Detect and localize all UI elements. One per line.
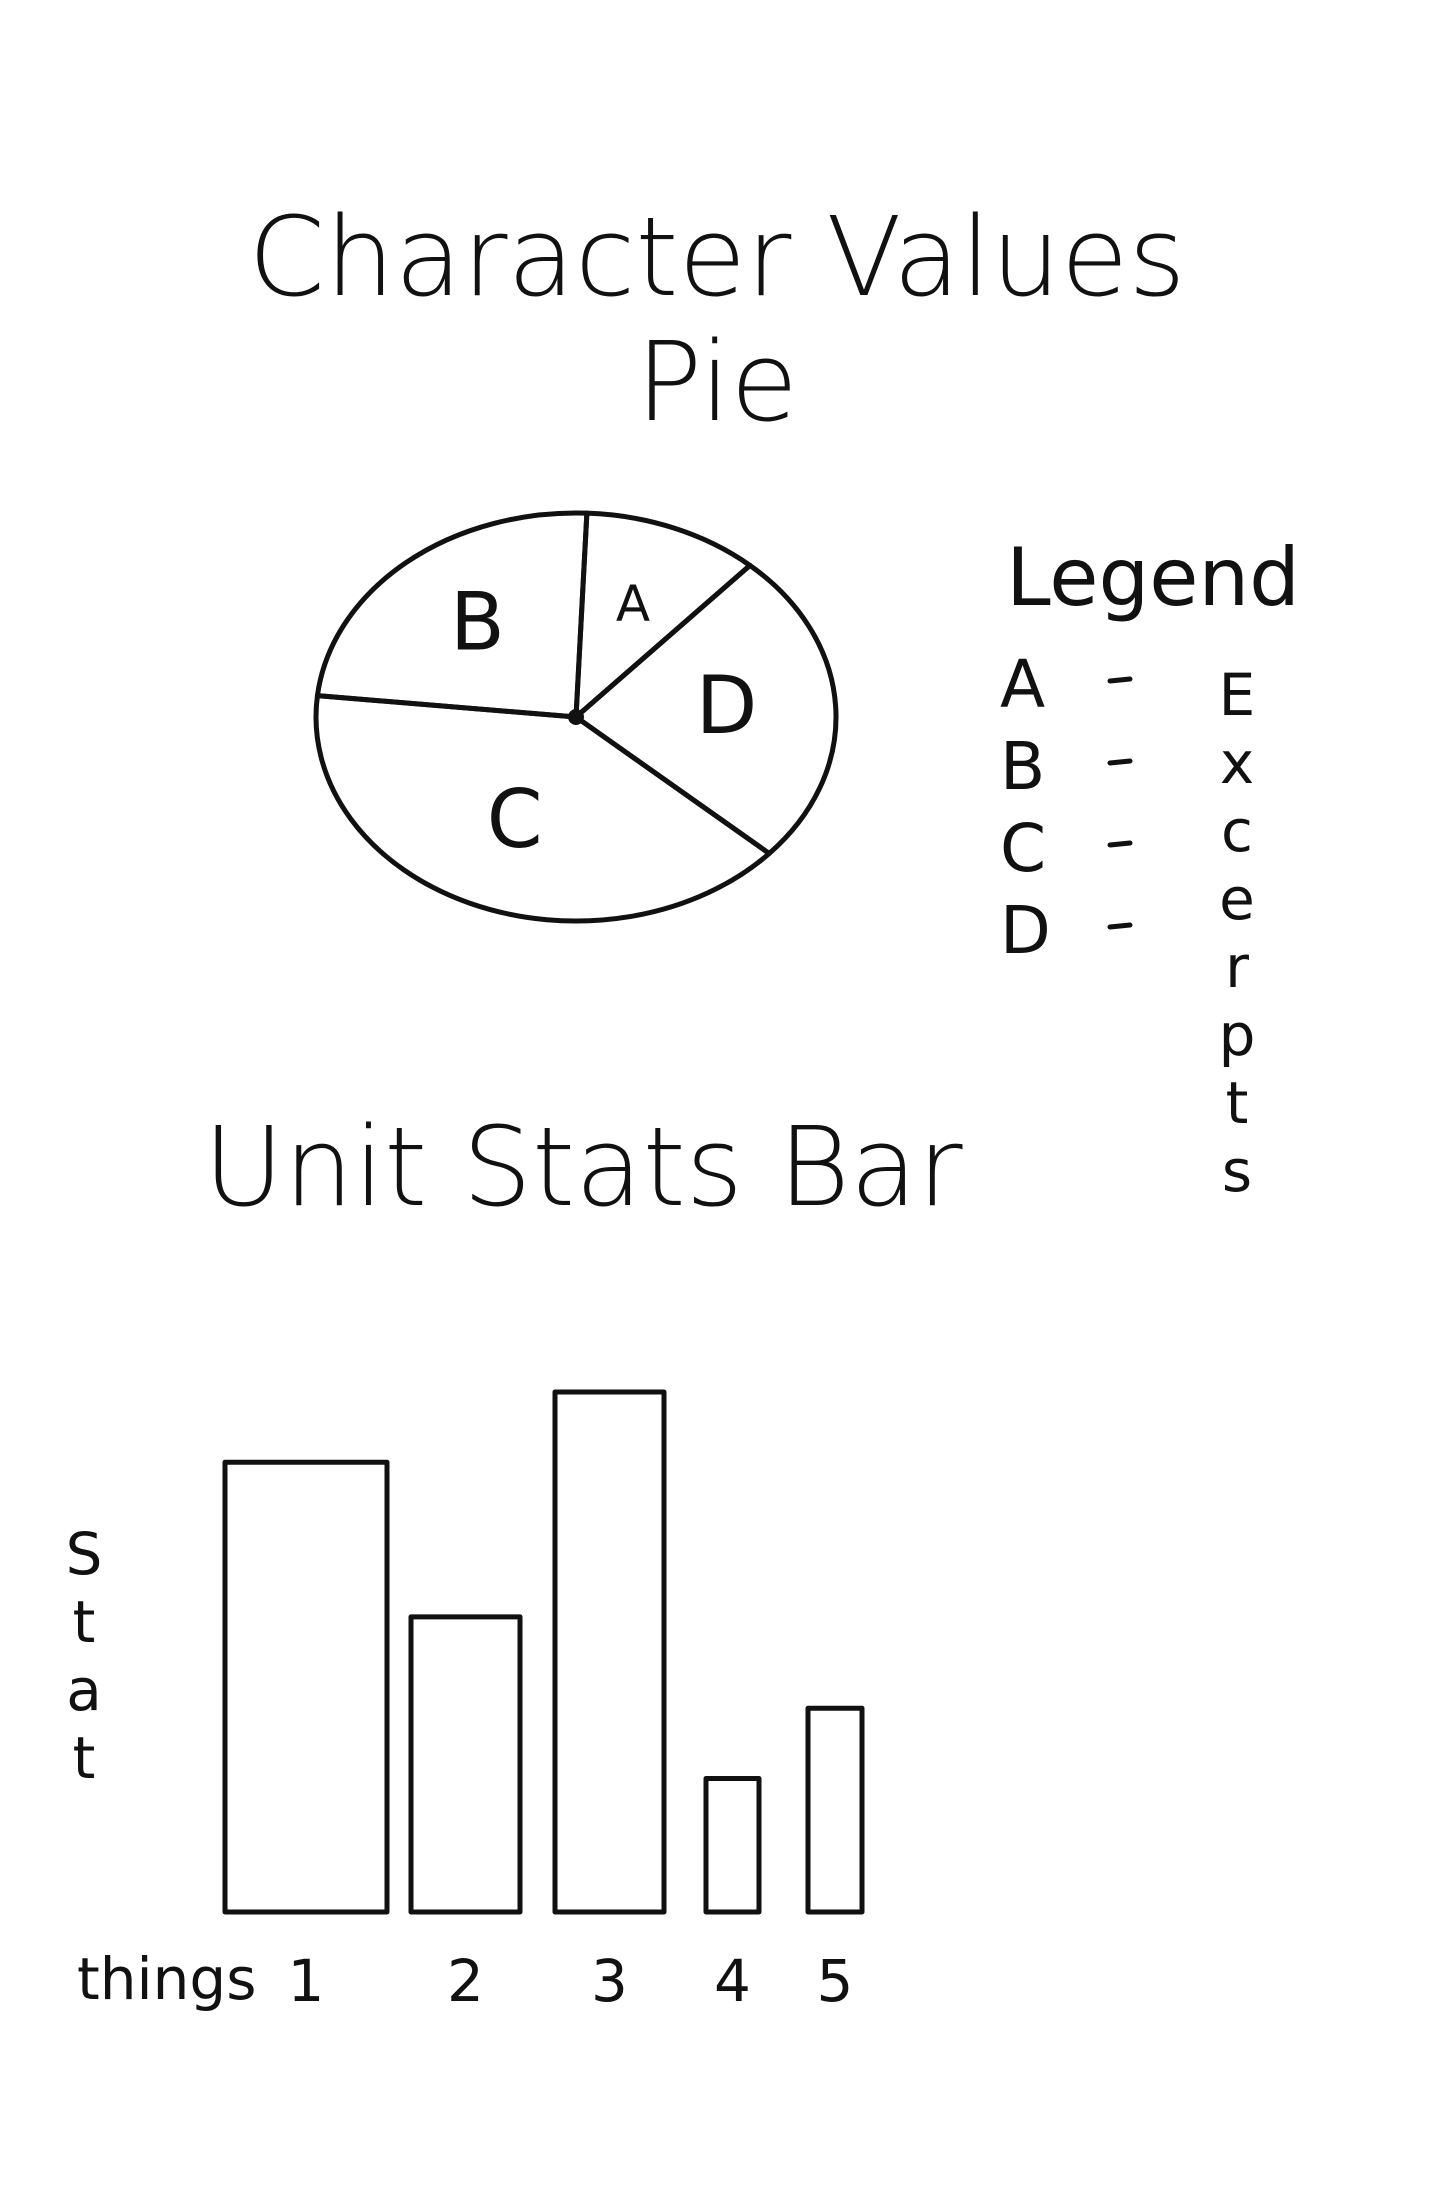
- bar-title: Unit Stats Bar: [203, 1103, 963, 1231]
- legend-label: Excerpts: [1203, 661, 1271, 1205]
- legend-label: B: [1000, 728, 1045, 805]
- bar: [703, 1775, 762, 1915]
- bar: [222, 1459, 390, 1915]
- pie-slice: [573, 510, 753, 720]
- bar: [805, 1705, 865, 1915]
- y-axis-label: Stat: [50, 1520, 118, 1792]
- pie-center: [568, 709, 584, 725]
- x-tick-label: 3: [591, 1947, 628, 2015]
- x-tick-label: 4: [714, 1947, 751, 2015]
- legend-label: D: [1000, 892, 1051, 969]
- legend-title: Legend: [1006, 531, 1300, 624]
- legend-dash: [1107, 676, 1133, 684]
- slice-label: B: [450, 575, 505, 668]
- x-tick-label: 2: [447, 1947, 484, 2015]
- legend-label: C: [1000, 810, 1046, 887]
- x-tick-label: 5: [817, 1947, 854, 2015]
- bar: [408, 1614, 523, 1915]
- slice-label: D: [696, 659, 758, 752]
- x-axis-label: things: [77, 1945, 256, 2013]
- legend-dash: [1107, 840, 1133, 848]
- x-tick-label: 1: [288, 1947, 325, 2015]
- legend-label: A: [1000, 646, 1045, 723]
- slice-label: A: [616, 575, 650, 633]
- pie-slice: [313, 693, 772, 924]
- pie-title: Character Values Pie: [248, 193, 1186, 446]
- bar: [552, 1389, 667, 1915]
- legend-dash: [1107, 758, 1133, 766]
- legend-dash: [1107, 922, 1133, 930]
- slice-label: C: [487, 773, 543, 866]
- pie-slice: [314, 510, 590, 720]
- pie-slice: [573, 562, 839, 857]
